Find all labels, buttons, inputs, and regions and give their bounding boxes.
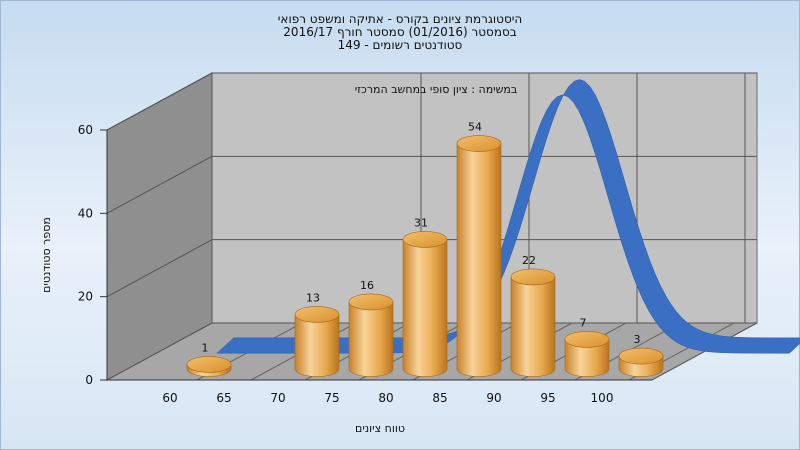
xtick-label: 95 (540, 391, 555, 405)
gridline-side (106, 155, 213, 214)
xtick-label: 100 (591, 391, 614, 405)
data-label: 31 (414, 216, 428, 229)
chart-title-line-2: בסמסטר (01/2016) סמסטר חורף 2016/17 (283, 25, 517, 39)
bar-top (564, 331, 610, 348)
xtick-label: 60 (162, 391, 177, 405)
data-label: 7 (580, 316, 587, 329)
gridline-side (106, 72, 213, 131)
ytick-label: 20 (78, 290, 93, 304)
bar-top (294, 306, 340, 323)
data-label: 16 (360, 279, 374, 292)
data-label: 3 (634, 333, 641, 346)
bar-top (618, 347, 664, 365)
bar-top (510, 268, 556, 286)
bar (186, 356, 232, 377)
chart-subtitle: במשימה : ציון סופי במחשב המרכזי (355, 83, 518, 96)
bars-layer (186, 135, 664, 377)
bar-body (348, 301, 394, 377)
bar-top (456, 135, 502, 152)
bar-body (456, 143, 502, 377)
gridline-side (106, 239, 213, 298)
bar (510, 268, 556, 377)
bar (402, 231, 448, 377)
axis-ticks: 0 20 40 60 60 65 70 75 80 85 90 95 100 (78, 123, 652, 405)
chart-title-line-1: היסטוגרמת ציונים בקורס - אתיקה ומשפט רפו… (277, 12, 523, 26)
bar-body (294, 314, 340, 377)
x-axis-title: טווח ציונים (355, 422, 405, 435)
data-label: 1 (202, 341, 209, 354)
bar-body (510, 276, 556, 377)
xtick-label: 80 (378, 391, 393, 405)
xtick-label: 90 (486, 391, 501, 405)
y-axis-title: מספר סטודנטים (40, 217, 53, 293)
bar-body (402, 239, 448, 377)
ytick-label: 60 (78, 123, 93, 137)
xtick-label: 65 (216, 391, 231, 405)
data-label: 54 (468, 121, 482, 134)
ytick-label: 40 (78, 206, 93, 220)
bar-body (564, 339, 610, 377)
xtick-label: 75 (324, 391, 339, 405)
ytick-label: 0 (85, 373, 93, 387)
data-label: 13 (306, 291, 320, 304)
bar-top (348, 293, 394, 311)
xtick-label: 70 (270, 391, 285, 405)
bar (618, 347, 664, 377)
bar (348, 293, 394, 377)
data-label: 22 (522, 254, 536, 267)
chart-title-line-3: סטודנטים רשומים - 149 (337, 38, 463, 52)
bar (294, 306, 340, 377)
xtick-label: 85 (432, 391, 447, 405)
bar-top (402, 231, 448, 248)
bar (564, 331, 610, 377)
bar-top (186, 356, 232, 373)
data-labels-layer: 1 13 16 31 54 22 7 3 (202, 121, 641, 355)
bar (456, 135, 502, 377)
